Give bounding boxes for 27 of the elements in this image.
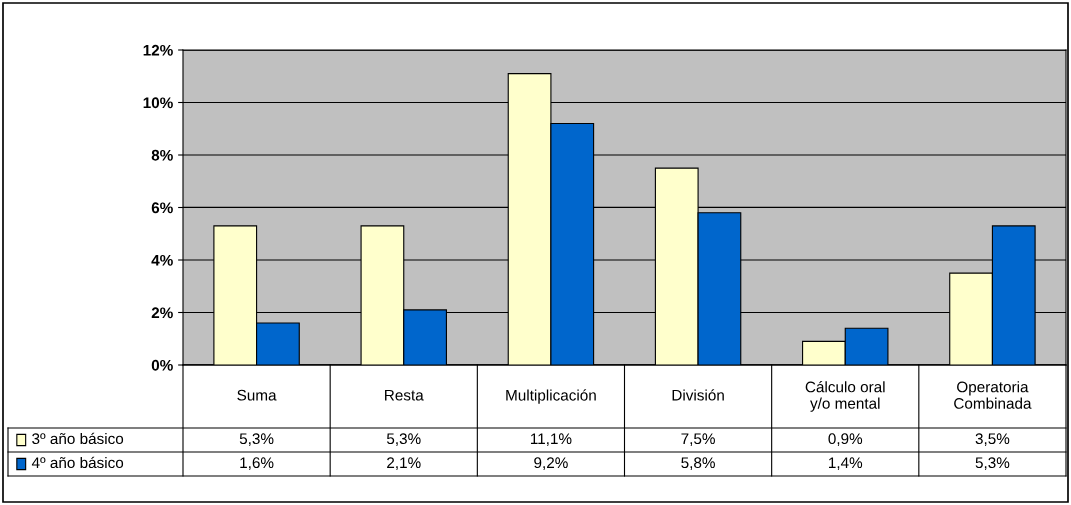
data-label: 3,5% (975, 433, 1010, 446)
x-tick-label: División (672, 389, 724, 401)
data-label: 7,5% (681, 433, 715, 446)
data-label: 5,3% (386, 433, 421, 446)
data-label: 0,9% (828, 433, 863, 446)
data-label: 2,1% (387, 457, 421, 470)
y-tick-label: 6% (151, 202, 173, 214)
y-tick-label: 2% (151, 307, 173, 319)
x-tick-label: Operatoria Combinada (954, 381, 1032, 409)
data-label: 5,3% (239, 433, 274, 446)
y-tick-label: 0% (151, 359, 173, 371)
legend-label: 3º año básico (32, 432, 124, 445)
legend-label: 4º año básico (31, 456, 124, 469)
x-tick-label: Resta (385, 389, 424, 401)
data-label: 5,8% (681, 457, 715, 470)
data-label: 1,4% (829, 457, 863, 470)
data-label: 5,3% (975, 457, 1010, 470)
y-tick-label: 8% (151, 149, 173, 161)
data-label: 11,1% (530, 433, 572, 446)
y-tick-label: 12% (143, 44, 173, 56)
y-tick-label: 4% (151, 254, 173, 266)
data-label: 9,2% (534, 457, 568, 470)
x-tick-label: Multiplicación (506, 389, 596, 404)
data-label: 1,6% (240, 457, 274, 470)
y-tick-label: 10% (143, 97, 173, 109)
x-tick-label: Cálculo oral y/o mental (805, 380, 885, 412)
x-tick-label: Suma (237, 389, 277, 401)
